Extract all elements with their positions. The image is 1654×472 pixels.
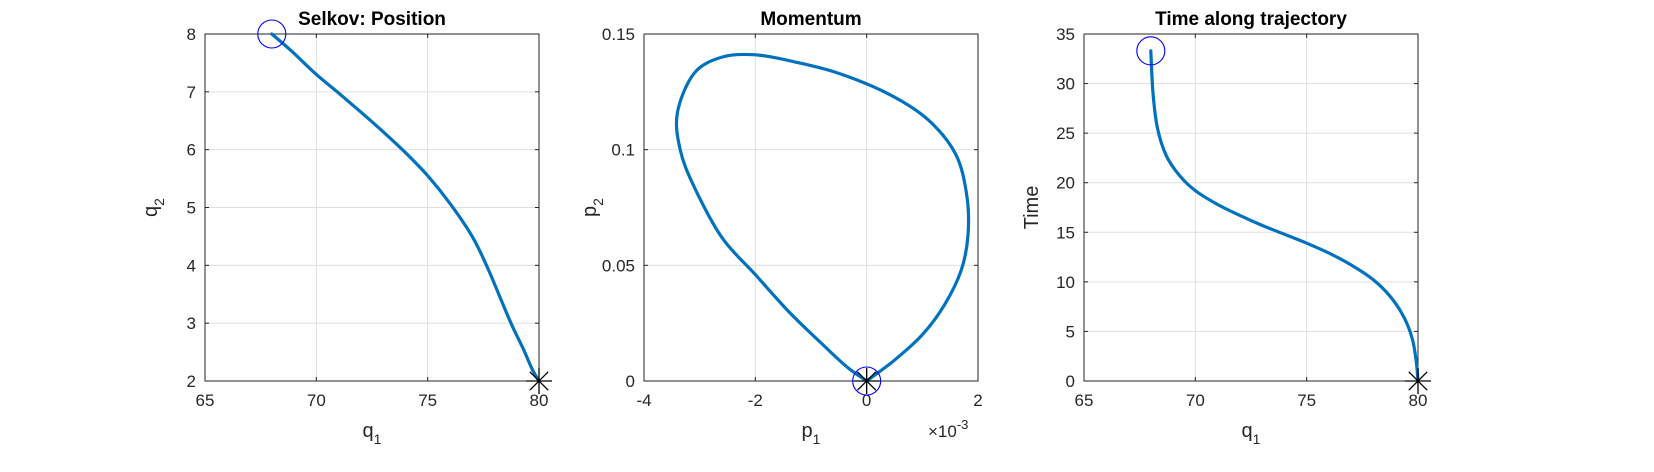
- y-axis-label-momentum: p2: [579, 198, 606, 217]
- y-axis-label-base: p: [579, 206, 601, 217]
- x-tick-label: -2: [748, 391, 763, 410]
- end-star-marker: [1405, 368, 1431, 394]
- y-tick-label: 7: [187, 83, 196, 102]
- x-axis-label-base: q: [1242, 420, 1253, 442]
- x-tick-label: 80: [1409, 391, 1428, 410]
- x-exponent-power: -3: [957, 417, 969, 432]
- x-tick-label: 75: [1297, 391, 1316, 410]
- end-star-marker: [853, 368, 880, 394]
- x-axis-label-position: q1: [363, 420, 382, 447]
- y-tick-label: 0.1: [611, 141, 635, 160]
- trajectory-line: [674, 52, 971, 383]
- axes-frame-momentum: [643, 33, 979, 382]
- y-tick-label: 6: [187, 141, 196, 160]
- x-tick-label: 70: [307, 391, 326, 410]
- panel-time: 65 70 75 80 0 5 10 15 20 25 30 35 Time along trajec…: [1021, 9, 1431, 447]
- x-axis-label-base: q: [363, 420, 374, 442]
- y-tick-label: 30: [1056, 75, 1075, 94]
- panel-momentum: -4 -2 0 200.050.10.15 Momentum p1 p2 ×10-3: [579, 9, 983, 447]
- x-axis-label-sub: 1: [813, 431, 821, 447]
- trajectory-line: [1149, 49, 1420, 383]
- y-tick-label: 4: [187, 256, 196, 275]
- star-stroke: [529, 371, 549, 391]
- x-axis-label-base: p: [802, 420, 813, 442]
- y-tick-label: 0.05: [602, 256, 635, 275]
- axes-frame-time: [1083, 33, 1419, 382]
- y-tick-label: 0: [1066, 372, 1075, 391]
- x-axis-label-sub: 1: [374, 431, 382, 447]
- x-exponent-base: ×10: [928, 422, 957, 441]
- start-circle-marker: [852, 366, 882, 396]
- markers-momentum: [852, 366, 882, 396]
- x-axis-label-time: q1: [1242, 420, 1261, 447]
- chart-title-momentum: Momentum: [760, 9, 861, 30]
- chart-title-time: Time along trajectory: [1155, 9, 1347, 30]
- series-position: [270, 32, 541, 383]
- y-tick-label: 5: [187, 199, 196, 218]
- y-tick-label: 10: [1056, 273, 1075, 292]
- y-axis-label-base: Time: [1021, 186, 1043, 230]
- x-tick-label: 70: [1186, 391, 1205, 410]
- start-circle-marker: [257, 19, 287, 49]
- y-tick-label: 25: [1056, 124, 1075, 143]
- y-tick-label: 0.15: [602, 25, 635, 44]
- x-tick-label: 80: [530, 391, 549, 410]
- x-exponent-label-momentum: ×10-3: [928, 417, 968, 441]
- series-time: [1149, 49, 1420, 383]
- trajectory-line: [270, 32, 541, 383]
- ticks-position: 65 70 75 80 2 3 4 5 6 7 8: [187, 25, 549, 410]
- star-stroke: [857, 371, 877, 391]
- y-tick-label: 20: [1056, 174, 1075, 193]
- y-axis-label-time: Time: [1021, 186, 1043, 230]
- start-circle-marker: [1136, 36, 1166, 66]
- ticks-time: 65 70 75 80 0 5 10 15 20 25 30 35: [1056, 25, 1427, 410]
- y-tick-label: 0: [626, 372, 635, 391]
- y-tick-label: 35: [1056, 25, 1075, 44]
- x-tick-label: 65: [1075, 391, 1094, 410]
- end-star-marker: [526, 368, 552, 394]
- x-tick-label: 0: [862, 391, 871, 410]
- x-tick-label: 75: [418, 391, 437, 410]
- x-tick-label: -4: [636, 391, 651, 410]
- ticks-momentum: -4 -2 0 2 0 0.05 0.1 0.15: [602, 25, 983, 410]
- x-tick-label: 65: [196, 391, 215, 410]
- x-tick-label: 2: [973, 391, 982, 410]
- y-tick-label: 8: [187, 25, 196, 44]
- x-axis-label-sub: 1: [1253, 431, 1261, 447]
- x-axis-label-momentum: p1: [802, 420, 821, 447]
- y-axis-label-base: q: [140, 206, 162, 217]
- y-tick-label: 3: [187, 314, 196, 333]
- series-momentum: [674, 52, 971, 383]
- chart-title-position: Selkov: Position: [298, 9, 446, 30]
- y-axis-label-sub: 2: [590, 198, 606, 206]
- markers-time: [1136, 36, 1431, 394]
- star-stroke: [1408, 371, 1428, 391]
- y-tick-label: 5: [1066, 322, 1075, 341]
- y-axis-label-sub: 2: [151, 198, 167, 206]
- markers-position: [257, 19, 552, 394]
- axes-frame-position: [204, 33, 540, 382]
- y-tick-label: 2: [187, 372, 196, 391]
- y-tick-label: 15: [1056, 223, 1075, 242]
- grid-time: [1083, 33, 1419, 382]
- y-axis-label-position: q2: [140, 198, 167, 217]
